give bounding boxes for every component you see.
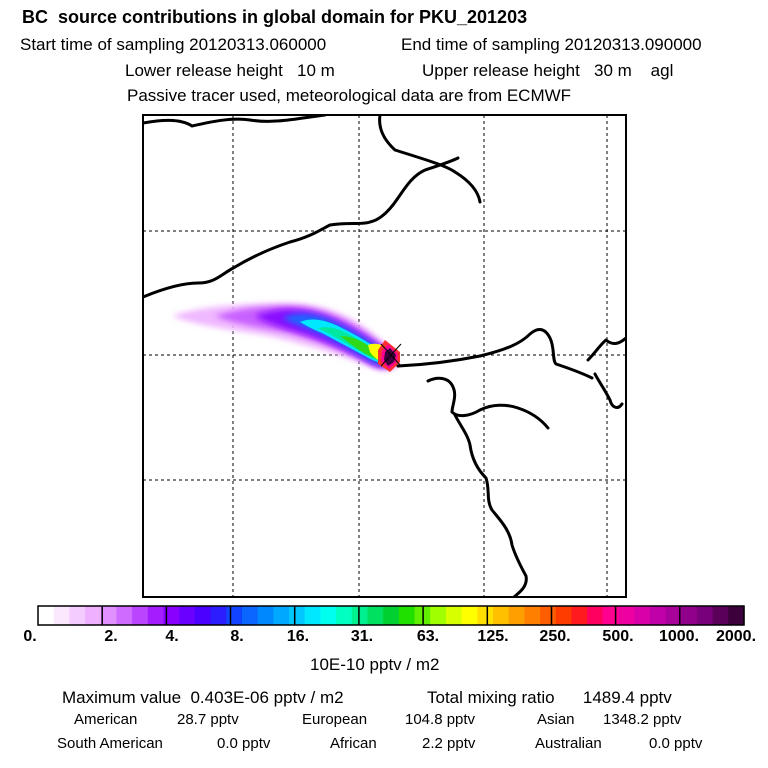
region-name: Australian <box>535 735 602 752</box>
colorbar-tick: 125. <box>477 628 509 645</box>
colorbar-tick: 8. <box>230 628 244 645</box>
region-name: African <box>330 735 377 752</box>
colorbar-cell <box>602 606 620 625</box>
colorbar-cell <box>304 606 321 625</box>
colorbar-tick: 1000. <box>658 628 700 645</box>
colorbar-cell <box>383 606 400 625</box>
colorbar-cell <box>179 606 196 625</box>
region-name: Asian <box>537 711 575 728</box>
region-value: 0.0 pptv <box>217 735 271 752</box>
colorbar-cell <box>477 606 494 625</box>
map-plot-area <box>143 115 626 597</box>
lower-height-label: Lower release height 10 m <box>125 61 335 80</box>
colorbar-cell <box>524 606 541 625</box>
colorbar-cell <box>163 606 180 625</box>
colorbar-cell <box>320 606 337 625</box>
colorbar-cell <box>69 606 86 625</box>
source-marker <box>380 343 402 367</box>
colorbar-cell <box>665 606 682 625</box>
colorbar-cell <box>712 606 729 625</box>
region-value: 0.0 pptv <box>649 735 703 752</box>
colorbar-cell <box>132 606 149 625</box>
colorbar-cell <box>649 606 667 625</box>
colorbar-cell <box>351 606 369 625</box>
colorbar-cell <box>367 606 384 625</box>
colorbar-tick: 2000. <box>715 628 757 645</box>
colorbar-cell <box>336 606 353 625</box>
colorbar-cell <box>540 606 557 625</box>
region-value: 28.7 pptv <box>177 711 239 728</box>
colorbar-cell <box>226 606 243 625</box>
colorbar-tick: 500. <box>602 628 634 645</box>
region-name: American <box>74 711 138 728</box>
colorbar-cell <box>618 606 635 625</box>
region-name: South American <box>57 735 163 752</box>
tracer-note: Passive tracer used, meteorological data… <box>127 86 572 105</box>
colorbar-cell <box>53 606 70 625</box>
colorbar <box>38 606 745 625</box>
colorbar-cell <box>681 606 698 625</box>
colorbar-cell <box>241 606 259 625</box>
colorbar-tick: 31. <box>350 628 374 645</box>
colorbar-dividers <box>101 606 681 625</box>
region-value: 1348.2 pptv <box>603 711 682 728</box>
map-frame <box>142 114 627 598</box>
colorbar-cell <box>289 606 306 625</box>
colorbar-cell <box>587 606 604 625</box>
colorbar-cell <box>492 606 510 625</box>
colorbar-cell <box>273 606 290 625</box>
colorbar-unit: 10E-10 pptv / m2 <box>310 655 440 674</box>
colorbar-tick: 63. <box>416 628 440 645</box>
colorbar-cell <box>194 606 212 625</box>
region-value: 104.8 pptv <box>405 711 476 728</box>
colorbar-cell <box>461 606 478 625</box>
colorbar-cell <box>85 606 102 625</box>
colorbar-cell <box>257 606 274 625</box>
colorbar-cell <box>571 606 588 625</box>
colorbar-cell <box>555 606 573 625</box>
maximum-value: Maximum value 0.403E-06 pptv / m2 <box>62 688 344 707</box>
colorbar-cell <box>696 606 714 625</box>
colorbar-cell <box>634 606 651 625</box>
start-time-label: Start time of sampling 20120313.060000 <box>20 35 327 54</box>
colorbar-tick: 4. <box>165 628 179 645</box>
tracer-plume <box>172 302 402 372</box>
colorbar-cell <box>728 606 745 625</box>
colorbar-tick: 250. <box>539 628 571 645</box>
colorbar-cell <box>147 606 165 625</box>
colorbar-cell <box>210 606 227 625</box>
colorbar-cell <box>445 606 463 625</box>
upper-height-label: Upper release height 30 m agl <box>422 61 674 80</box>
colorbar-cell <box>398 606 416 625</box>
colorbar-cell <box>100 606 118 625</box>
colorbar-tick: 2. <box>104 628 118 645</box>
coastlines <box>143 115 626 597</box>
colorbar-frame <box>37 605 745 626</box>
end-time-label: End time of sampling 20120313.090000 <box>401 35 702 54</box>
colorbar-cell <box>508 606 525 625</box>
map-title: BC source contributions in global domain… <box>22 7 528 27</box>
total-mixing-ratio: Total mixing ratio 1489.4 pptv <box>427 688 672 707</box>
region-value: 2.2 pptv <box>422 735 476 752</box>
region-name: European <box>302 711 368 728</box>
colorbar-cell <box>38 606 55 625</box>
colorbar-tick: 0. <box>23 628 37 645</box>
colorbar-cell <box>430 606 447 625</box>
colorbar-cell <box>116 606 133 625</box>
colorbar-tick: 16. <box>286 628 310 645</box>
